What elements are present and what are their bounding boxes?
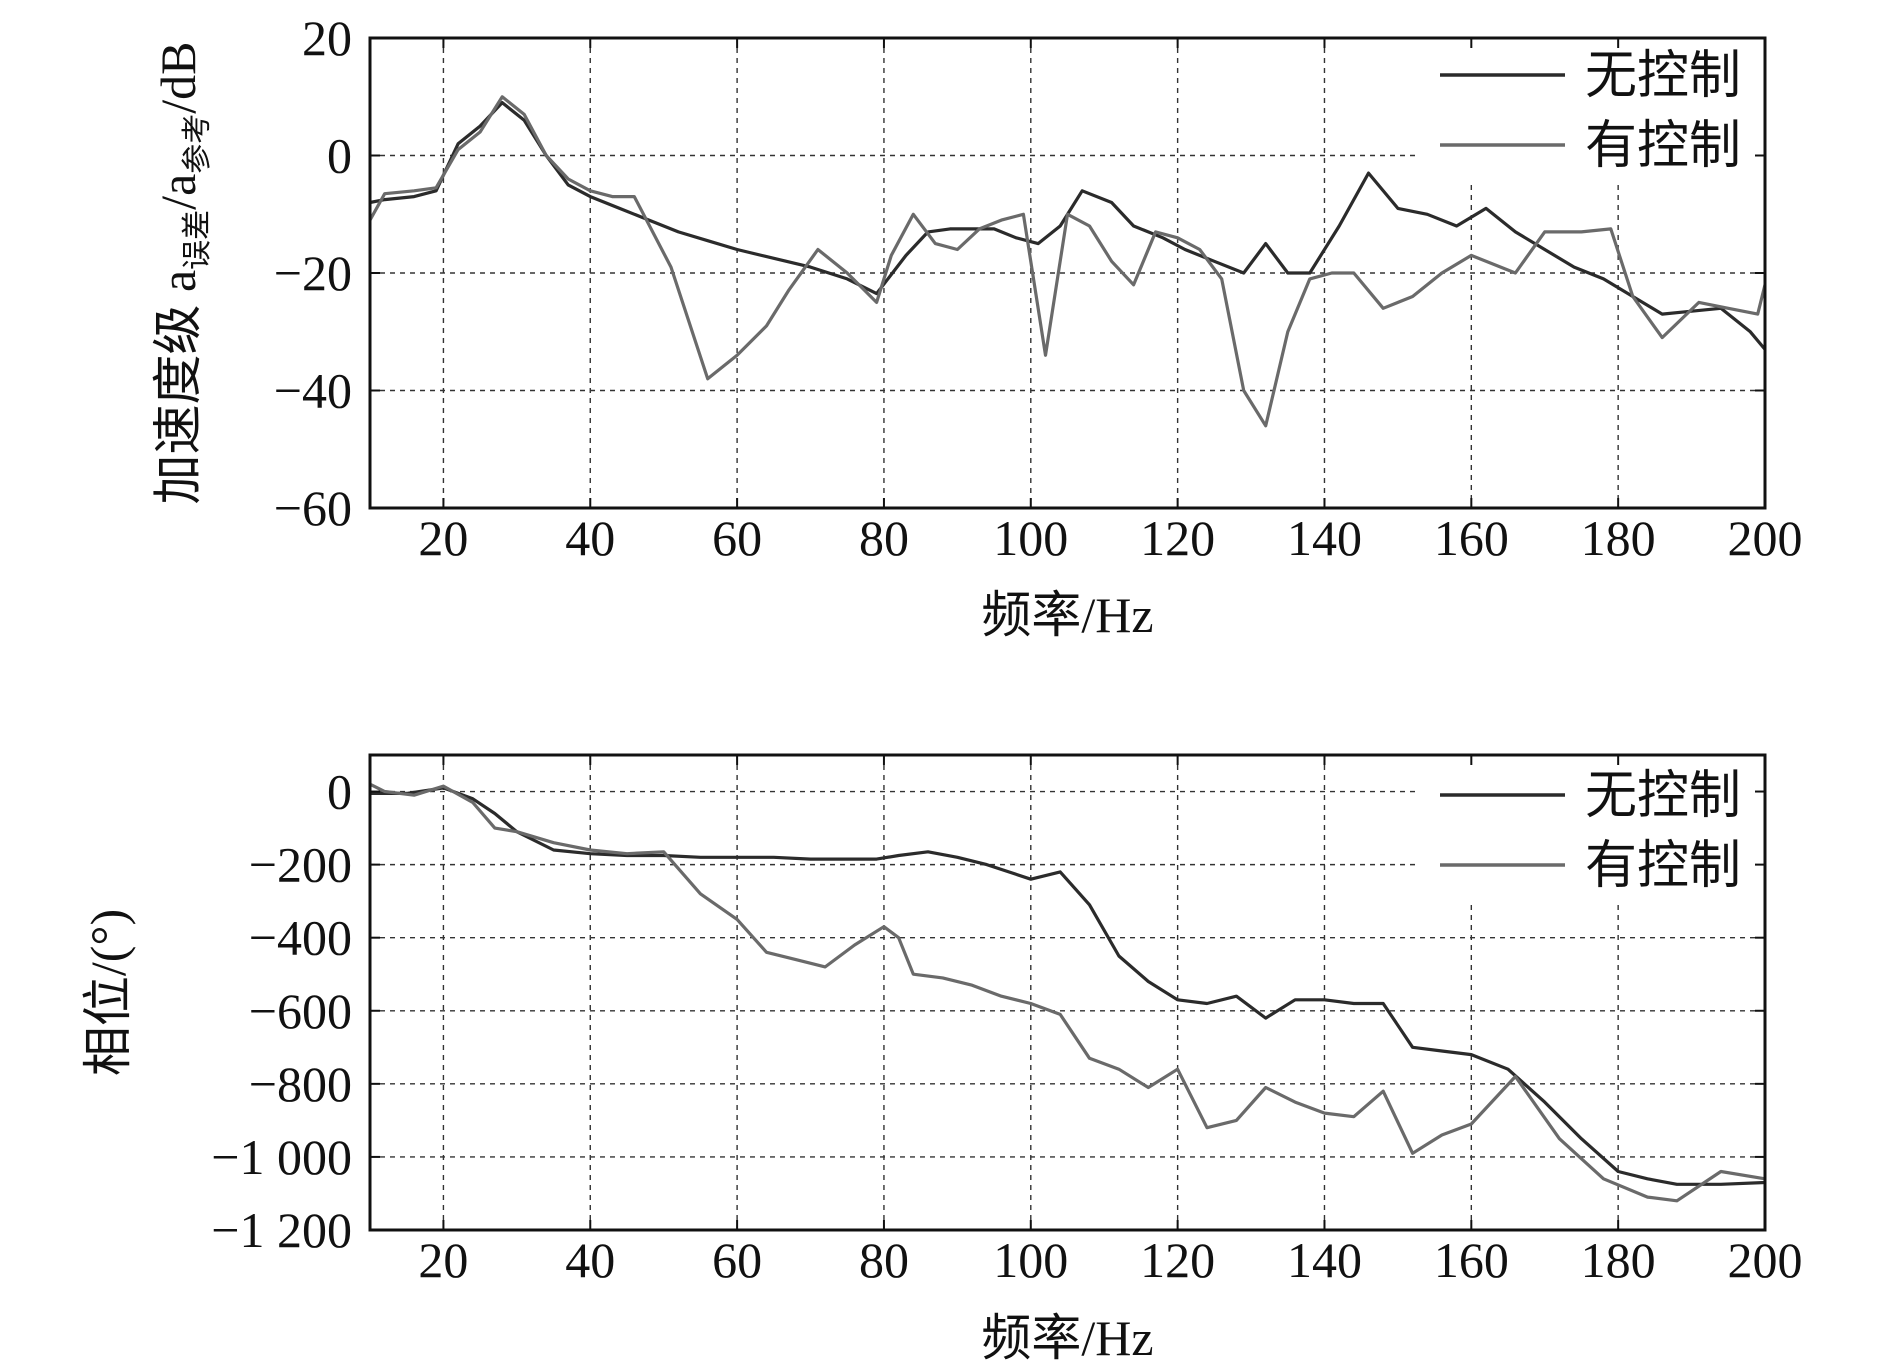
series-line-no-control [370,786,1766,1186]
y-tick-label: −1 000 [211,1129,352,1185]
x-tick-label: 200 [1728,510,1803,566]
x-tick-label: 180 [1581,1232,1656,1288]
y-tick-label: −60 [274,480,352,536]
y-tick-label: −200 [249,837,352,893]
x-tick-label: 140 [1287,510,1362,566]
x-tick-label: 20 [418,510,468,566]
y-tick-label: −20 [274,245,352,301]
plot-frame [368,753,1767,1232]
accel-level-panel: 20 40 60 80 100 120 140 160 180 200200−20−40−60频率… [150,10,1803,643]
x-tick-label: 140 [1287,1232,1362,1288]
x-tick-label: 80 [859,1232,909,1288]
y-tick-label: 0 [327,764,352,820]
y-axis-label: 加速度级 a误差/a参考/dB [150,41,214,504]
y-tick-label: −800 [249,1056,352,1112]
y-tick-label: 0 [327,128,352,184]
x-tick-label: 120 [1140,510,1215,566]
legend-label: 有控制 [1585,118,1741,175]
y-tick-label: 20 [302,10,352,66]
x-tick-label: 60 [712,1232,762,1288]
series-line-with-control [369,782,1766,1203]
y-tick-label: −400 [249,910,352,966]
legend-label: 有控制 [1585,838,1741,895]
y-tick-label: −40 [274,363,352,419]
phase-panel: 20 40 60 80 100 120 140 160 180 200 0 −200 −400 −600 −… [80,753,1803,1366]
x-axis-label: 频率/Hz [981,587,1153,643]
x-tick-label: 60 [712,510,762,566]
x-tick-label: 100 [993,510,1068,566]
gridlines [370,755,1765,1230]
gridlines [370,38,1765,508]
y-tick-label: −1 200 [211,1202,352,1258]
x-tick-label: 100 [993,1232,1068,1288]
y-axis-label: 相位/(°) [80,909,136,1076]
x-tick-label: 180 [1581,510,1656,566]
series-line-with-control [368,95,1767,428]
plot-frame [368,36,1767,510]
legend-label: 无控制 [1585,48,1741,105]
legend-label: 无控制 [1585,768,1741,825]
x-axis-label: 频率/Hz [981,1310,1153,1366]
x-tick-label: 20 [418,1232,468,1288]
series-line-no-control [369,100,1767,351]
x-tick-label: 120 [1140,1232,1215,1288]
x-tick-label: 160 [1434,510,1509,566]
x-tick-label: 40 [565,510,615,566]
x-tick-label: 40 [565,1232,615,1288]
x-tick-label: 200 [1728,1232,1803,1288]
x-tick-label: 80 [859,510,909,566]
y-tick-label: −600 [249,983,352,1039]
x-tick-label: 160 [1434,1232,1509,1288]
